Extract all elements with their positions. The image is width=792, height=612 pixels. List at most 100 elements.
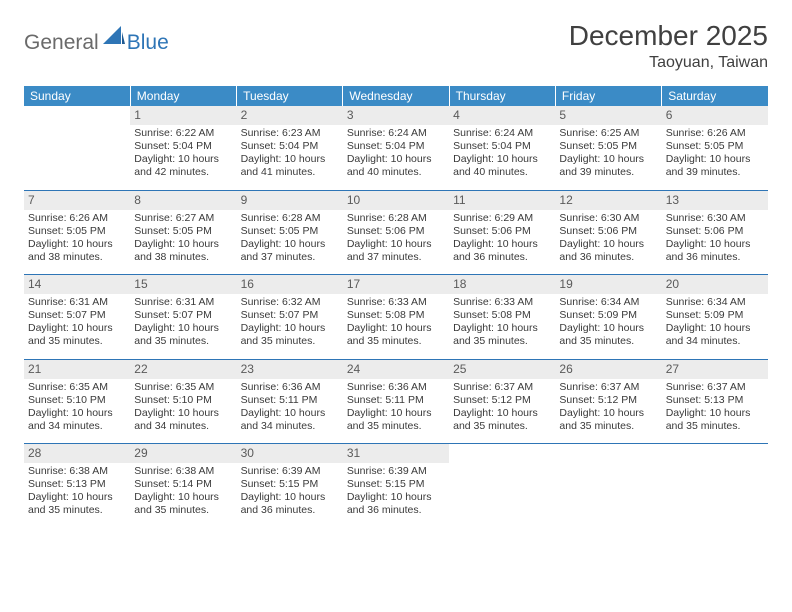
daylight-line: Daylight: 10 hours and 39 minutes.: [559, 153, 657, 179]
sunset-line: Sunset: 5:07 PM: [28, 309, 126, 322]
daylight-line: Daylight: 10 hours and 34 minutes.: [666, 322, 764, 348]
daylight-line: Daylight: 10 hours and 35 minutes.: [453, 322, 551, 348]
sunset-line: Sunset: 5:14 PM: [134, 478, 232, 491]
calendar-page: General Blue December 2025 Taoyuan, Taiw…: [0, 0, 792, 548]
day-number: 12: [555, 191, 661, 210]
sunset-line: Sunset: 5:06 PM: [347, 225, 445, 238]
day-cell: [24, 106, 130, 190]
brand-logo: General Blue: [24, 26, 169, 59]
day-cell: 28Sunrise: 6:38 AMSunset: 5:13 PMDayligh…: [24, 444, 130, 528]
day-cell: 4Sunrise: 6:24 AMSunset: 5:04 PMDaylight…: [449, 106, 555, 190]
day-cell: 15Sunrise: 6:31 AMSunset: 5:07 PMDayligh…: [130, 275, 236, 359]
day-cell: 22Sunrise: 6:35 AMSunset: 5:10 PMDayligh…: [130, 360, 236, 444]
day-number: 30: [237, 444, 343, 463]
sunrise-line: Sunrise: 6:33 AM: [347, 296, 445, 309]
dow-monday: Monday: [130, 86, 236, 106]
day-number: 21: [24, 360, 130, 379]
dow-wednesday: Wednesday: [343, 86, 449, 106]
day-number: 7: [24, 191, 130, 210]
week-row: 7Sunrise: 6:26 AMSunset: 5:05 PMDaylight…: [24, 191, 768, 275]
sunset-line: Sunset: 5:13 PM: [28, 478, 126, 491]
dow-thursday: Thursday: [449, 86, 555, 106]
sunrise-line: Sunrise: 6:39 AM: [347, 465, 445, 478]
week-row: 28Sunrise: 6:38 AMSunset: 5:13 PMDayligh…: [24, 444, 768, 528]
day-cell: 12Sunrise: 6:30 AMSunset: 5:06 PMDayligh…: [555, 191, 661, 275]
sunset-line: Sunset: 5:10 PM: [134, 394, 232, 407]
day-cell: 16Sunrise: 6:32 AMSunset: 5:07 PMDayligh…: [237, 275, 343, 359]
day-cell: 17Sunrise: 6:33 AMSunset: 5:08 PMDayligh…: [343, 275, 449, 359]
daylight-line: Daylight: 10 hours and 36 minutes.: [559, 238, 657, 264]
day-cell: 27Sunrise: 6:37 AMSunset: 5:13 PMDayligh…: [662, 360, 768, 444]
day-number: 23: [237, 360, 343, 379]
day-cell: 5Sunrise: 6:25 AMSunset: 5:05 PMDaylight…: [555, 106, 661, 190]
sunset-line: Sunset: 5:05 PM: [666, 140, 764, 153]
sunset-line: Sunset: 5:08 PM: [453, 309, 551, 322]
day-number: 11: [449, 191, 555, 210]
sunset-line: Sunset: 5:08 PM: [347, 309, 445, 322]
daylight-line: Daylight: 10 hours and 39 minutes.: [666, 153, 764, 179]
day-cell: 13Sunrise: 6:30 AMSunset: 5:06 PMDayligh…: [662, 191, 768, 275]
day-number: 5: [555, 106, 661, 125]
day-cell: 21 Sunrise: 6:35 AMSunset: 5:10 PMDayligh…: [24, 360, 130, 444]
daylight-line: Daylight: 10 hours and 35 minutes.: [559, 407, 657, 433]
day-cell: 20Sunrise: 6:34 AMSunset: 5:09 PMDayligh…: [662, 275, 768, 359]
dow-sunday: Sunday: [24, 86, 130, 106]
sunset-line: Sunset: 5:05 PM: [559, 140, 657, 153]
sunset-line: Sunset: 5:11 PM: [347, 394, 445, 407]
day-cell: 6Sunrise: 6:26 AMSunset: 5:05 PMDaylight…: [662, 106, 768, 190]
sunset-line: Sunset: 5:10 PM: [28, 394, 126, 407]
location-label: Taoyuan, Taiwan: [569, 54, 768, 72]
daylight-line: Daylight: 10 hours and 35 minutes.: [347, 407, 445, 433]
sunset-line: Sunset: 5:04 PM: [241, 140, 339, 153]
month-title: December 2025: [569, 20, 768, 52]
day-cell: 31Sunrise: 6:39 AMSunset: 5:15 PMDayligh…: [343, 444, 449, 528]
sunrise-line: Sunrise: 6:36 AM: [347, 381, 445, 394]
sunset-line: Sunset: 5:06 PM: [666, 225, 764, 238]
day-number: 9: [237, 191, 343, 210]
day-number: 16: [237, 275, 343, 294]
day-cell: 24Sunrise: 6:36 AMSunset: 5:11 PMDayligh…: [343, 360, 449, 444]
daylight-line: Daylight: 10 hours and 34 minutes.: [28, 407, 126, 433]
title-block: December 2025 Taoyuan, Taiwan: [569, 20, 768, 72]
day-number: 26: [555, 360, 661, 379]
daylight-line: Daylight: 10 hours and 40 minutes.: [347, 153, 445, 179]
day-number: 8: [130, 191, 236, 210]
day-number: 18: [449, 275, 555, 294]
sunrise-line: Sunrise: 6:27 AM: [134, 212, 232, 225]
day-number: 10: [343, 191, 449, 210]
sunrise-line: Sunrise: 6:37 AM: [559, 381, 657, 394]
day-cell: 3Sunrise: 6:24 AMSunset: 5:04 PMDaylight…: [343, 106, 449, 190]
daylight-line: Daylight: 10 hours and 34 minutes.: [134, 407, 232, 433]
day-number: 20: [662, 275, 768, 294]
daylight-line: Daylight: 10 hours and 36 minutes.: [666, 238, 764, 264]
day-cell: 25Sunrise: 6:37 AMSunset: 5:12 PMDayligh…: [449, 360, 555, 444]
sunset-line: Sunset: 5:06 PM: [559, 225, 657, 238]
daylight-line: Daylight: 10 hours and 35 minutes.: [453, 407, 551, 433]
sunrise-line: Sunrise: 6:36 AM: [241, 381, 339, 394]
day-number: 29: [130, 444, 236, 463]
day-cell: 26Sunrise: 6:37 AMSunset: 5:12 PMDayligh…: [555, 360, 661, 444]
day-cell: 29Sunrise: 6:38 AMSunset: 5:14 PMDayligh…: [130, 444, 236, 528]
daylight-line: Daylight: 10 hours and 35 minutes.: [28, 322, 126, 348]
sunrise-line: Sunrise: 6:24 AM: [347, 127, 445, 140]
day-cell: 10Sunrise: 6:28 AMSunset: 5:06 PMDayligh…: [343, 191, 449, 275]
sunrise-line: Sunrise: 6:26 AM: [28, 212, 126, 225]
calendar-body: 1Sunrise: 6:22 AMSunset: 5:04 PMDaylight…: [24, 106, 768, 528]
daylight-line: Daylight: 10 hours and 36 minutes.: [241, 491, 339, 517]
day-cell: 9Sunrise: 6:28 AMSunset: 5:05 PMDaylight…: [237, 191, 343, 275]
daylight-line: Daylight: 10 hours and 38 minutes.: [28, 238, 126, 264]
sunrise-line: Sunrise: 6:30 AM: [666, 212, 764, 225]
sunrise-line: Sunrise: 6:35 AM: [28, 381, 126, 394]
daylight-line: Daylight: 10 hours and 36 minutes.: [347, 491, 445, 517]
day-number: 22: [130, 360, 236, 379]
sunrise-line: Sunrise: 6:38 AM: [28, 465, 126, 478]
dow-saturday: Saturday: [662, 86, 768, 106]
sunrise-line: Sunrise: 6:22 AM: [134, 127, 232, 140]
day-cell: 1Sunrise: 6:22 AMSunset: 5:04 PMDaylight…: [130, 106, 236, 190]
day-cell: [449, 444, 555, 528]
daylight-line: Daylight: 10 hours and 37 minutes.: [347, 238, 445, 264]
sunset-line: Sunset: 5:04 PM: [347, 140, 445, 153]
day-number: 4: [449, 106, 555, 125]
sunrise-line: Sunrise: 6:31 AM: [134, 296, 232, 309]
sunrise-line: Sunrise: 6:24 AM: [453, 127, 551, 140]
